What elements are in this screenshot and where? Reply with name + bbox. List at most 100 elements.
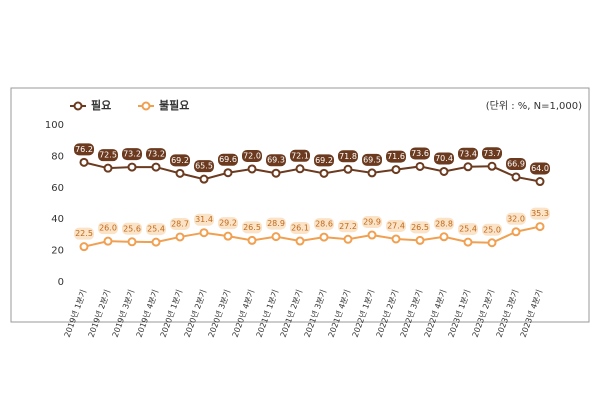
point [511,227,521,237]
value-label-bg [362,216,382,229]
point [151,162,161,172]
value-label-bg [362,153,382,166]
legend-label: 불필요 [159,98,189,112]
point [79,157,89,167]
value-label-bg [314,218,334,231]
value-label-bg [410,221,430,234]
point [487,238,497,248]
value-label: 27.4 [387,221,405,230]
point [247,164,257,174]
point [463,237,473,247]
value-label-bg [266,154,286,167]
value-label: 27.2 [339,222,357,231]
point [223,231,233,241]
chart-frame [10,87,590,323]
value-label-bg [506,212,526,225]
value-label: 64.0 [531,164,549,173]
value-label-bg [146,223,166,236]
value-label: 29.2 [219,219,237,228]
value-label-bg [530,162,550,175]
value-label: 73.4 [459,149,477,158]
value-label: 28.7 [171,219,189,228]
value-label: 35.3 [531,209,549,218]
value-label: 26.5 [411,223,429,232]
point [199,228,209,238]
point [535,177,545,187]
point [367,168,377,178]
value-label: 69.2 [171,156,189,165]
point [487,161,497,171]
value-label-bg [146,148,166,161]
value-label-bg [74,227,94,240]
point [247,235,257,245]
value-label-bg [386,150,406,163]
value-label-bg [122,148,142,161]
value-label-bg [218,217,238,230]
point [127,162,137,172]
point [103,236,113,246]
value-label-bg [314,154,334,167]
point [463,162,473,172]
point [535,222,545,232]
unit-note: (단위 : %, N=1,000) [486,99,582,112]
value-label: 71.8 [339,152,357,161]
value-label-bg [530,207,550,220]
point [151,237,161,247]
point [511,172,521,182]
value-label-bg [242,149,262,162]
value-label: 28.6 [315,220,333,229]
value-label-bg [266,217,286,230]
point [223,168,233,178]
value-label: 69.6 [219,155,237,164]
value-label-bg [170,217,190,230]
value-label: 31.4 [195,215,213,224]
value-label-bg [74,143,94,156]
value-label: 26.1 [291,224,309,233]
value-label: 26.0 [99,224,117,233]
y-tick-label: 80 [51,151,64,162]
value-label: 72.1 [291,151,309,160]
value-label: 73.6 [411,149,429,158]
value-label-bg [218,153,238,166]
legend-marker [73,101,83,111]
value-label-bg [338,220,358,233]
point [343,234,353,244]
value-label: 69.5 [363,155,381,164]
y-tick-label: 20 [51,246,64,257]
legend-marker [141,101,151,111]
y-tick-label: 0 [58,277,64,288]
value-label-bg [506,157,526,170]
value-label: 73.2 [147,150,165,159]
point [391,165,401,175]
value-label-bg [458,147,478,160]
value-label-bg [410,147,430,160]
point [295,236,305,246]
point [79,242,89,252]
point [439,232,449,242]
value-label: 69.3 [267,156,285,165]
point [415,235,425,245]
value-label: 32.0 [507,214,525,223]
value-label: 22.5 [75,229,93,238]
point [175,168,185,178]
value-label: 72.0 [243,151,261,160]
value-label-bg [386,219,406,232]
value-label: 25.4 [459,225,477,234]
point [439,166,449,176]
value-label: 76.2 [75,145,93,154]
y-tick-label: 100 [45,120,64,131]
point [199,174,209,184]
value-label-bg [338,150,358,163]
value-label: 25.4 [147,225,165,234]
y-tick-label: 40 [51,214,64,225]
value-label: 73.7 [483,149,501,158]
point [127,237,137,247]
value-label: 70.4 [435,154,453,163]
value-label-bg [122,222,142,235]
point [367,230,377,240]
point [103,163,113,173]
value-label-bg [194,160,214,173]
point [175,232,185,242]
value-label: 71.6 [387,152,405,161]
